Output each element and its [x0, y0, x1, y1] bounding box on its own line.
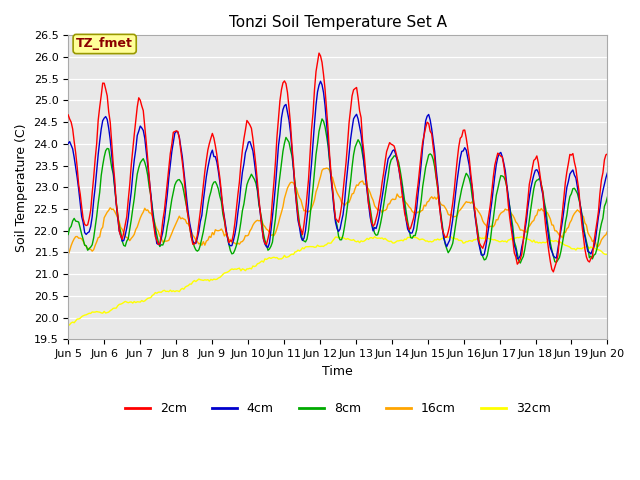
Text: TZ_fmet: TZ_fmet [76, 37, 133, 50]
Legend: 2cm, 4cm, 8cm, 16cm, 32cm: 2cm, 4cm, 8cm, 16cm, 32cm [120, 397, 556, 420]
X-axis label: Time: Time [323, 365, 353, 378]
Y-axis label: Soil Temperature (C): Soil Temperature (C) [15, 123, 28, 252]
Title: Tonzi Soil Temperature Set A: Tonzi Soil Temperature Set A [228, 15, 447, 30]
